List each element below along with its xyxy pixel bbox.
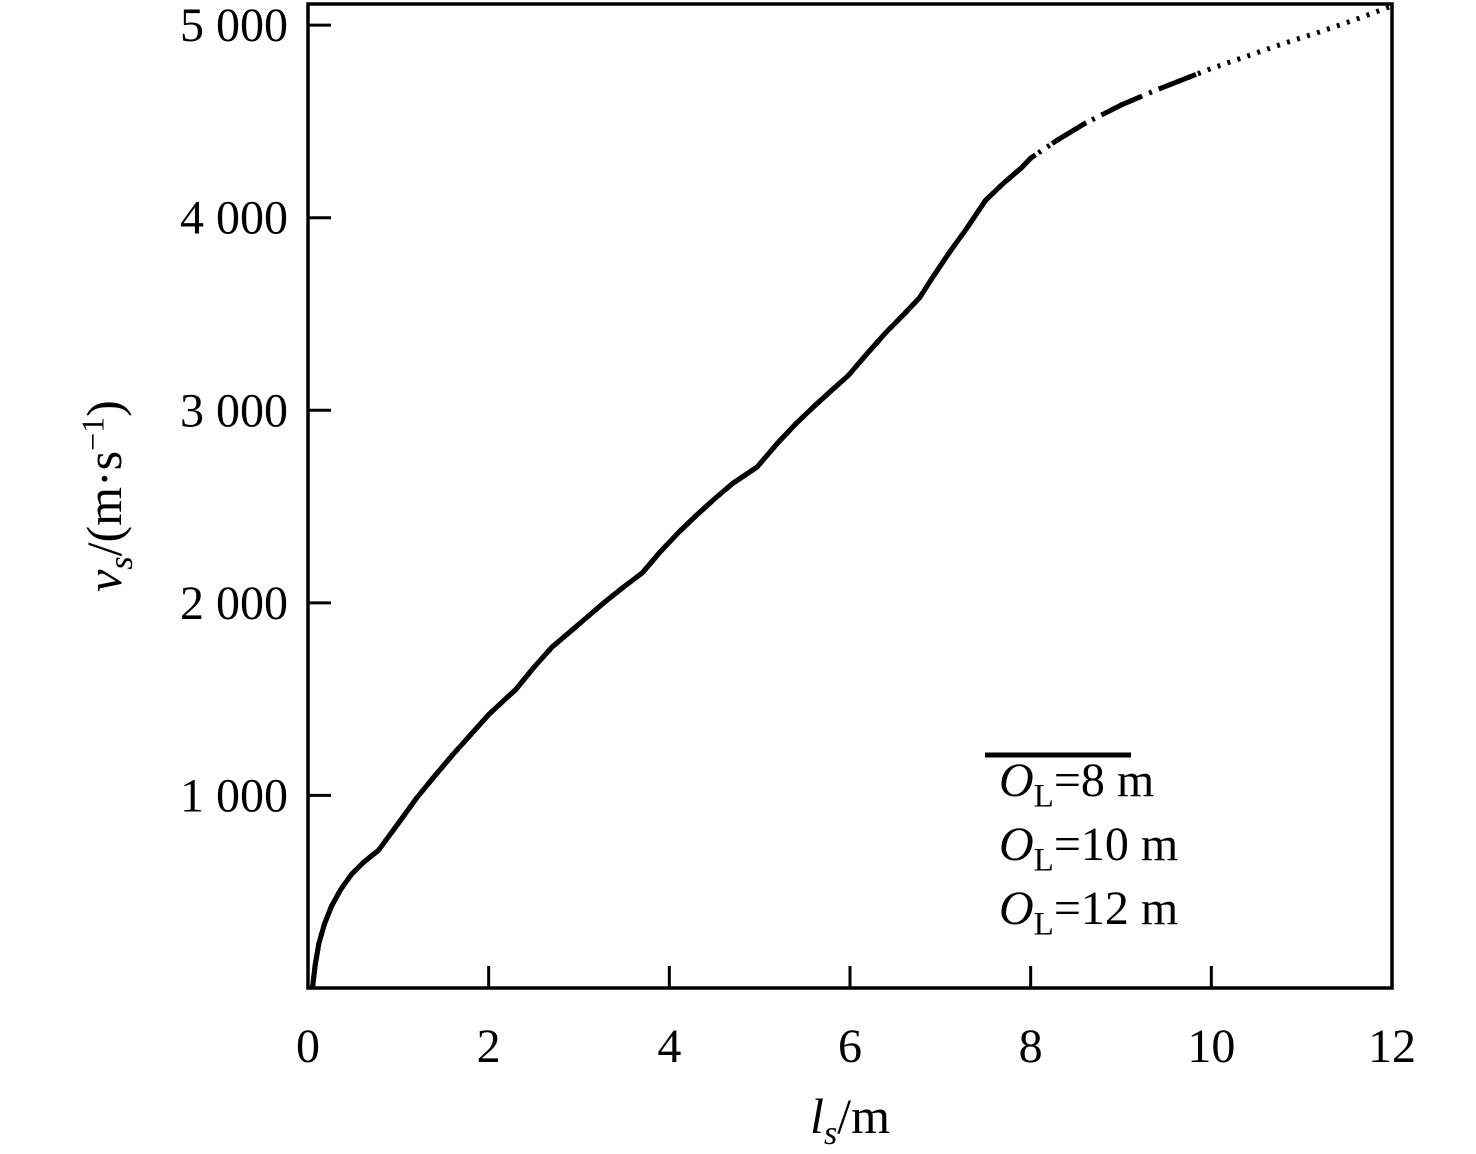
y-tick-label-4000: 4 000 <box>180 192 288 245</box>
series-line-ol-8-m <box>310 156 1033 989</box>
x-tick-label-8: 8 <box>1019 1020 1043 1073</box>
legend: OL=8 m OL=10 m OL=12 m <box>983 748 1179 943</box>
x-tick-label-2: 2 <box>477 1020 501 1073</box>
x-tick-label-0: 0 <box>296 1020 320 1073</box>
y-tick-label-2000: 2 000 <box>180 577 288 630</box>
y-axis-label: vs/(m·s−1) <box>74 400 140 592</box>
x-tick-label-4: 4 <box>657 1020 681 1073</box>
legend-label-ol-8-m: OL=8 m <box>999 753 1155 815</box>
legend-label-ol-12-m: OL=12 m <box>999 881 1179 943</box>
x-tick-label-6: 6 <box>838 1020 862 1073</box>
legend-line-sample-ol-12-m <box>985 752 1131 758</box>
legend-label-ol-10-m: OL=10 m <box>999 817 1179 879</box>
legend-item-ol-10-m: OL=10 m <box>983 752 1179 879</box>
plot-frame <box>306 2 1394 990</box>
y-tick-label-5000: 5 000 <box>180 0 288 52</box>
series-line-ol-12-m <box>310 3 1393 989</box>
x-tick-label-12: 12 <box>1368 1020 1416 1073</box>
y-tick-label-1000: 1 000 <box>180 769 288 822</box>
legend-line-sample-ol-10-m <box>985 752 1131 758</box>
y-tick-label-3000: 3 000 <box>180 384 288 437</box>
x-tick-label-10: 10 <box>1187 1020 1235 1073</box>
x-axis-label: ls/m <box>810 1088 890 1152</box>
legend-item-ol-12-m: OL=12 m <box>983 752 1179 943</box>
